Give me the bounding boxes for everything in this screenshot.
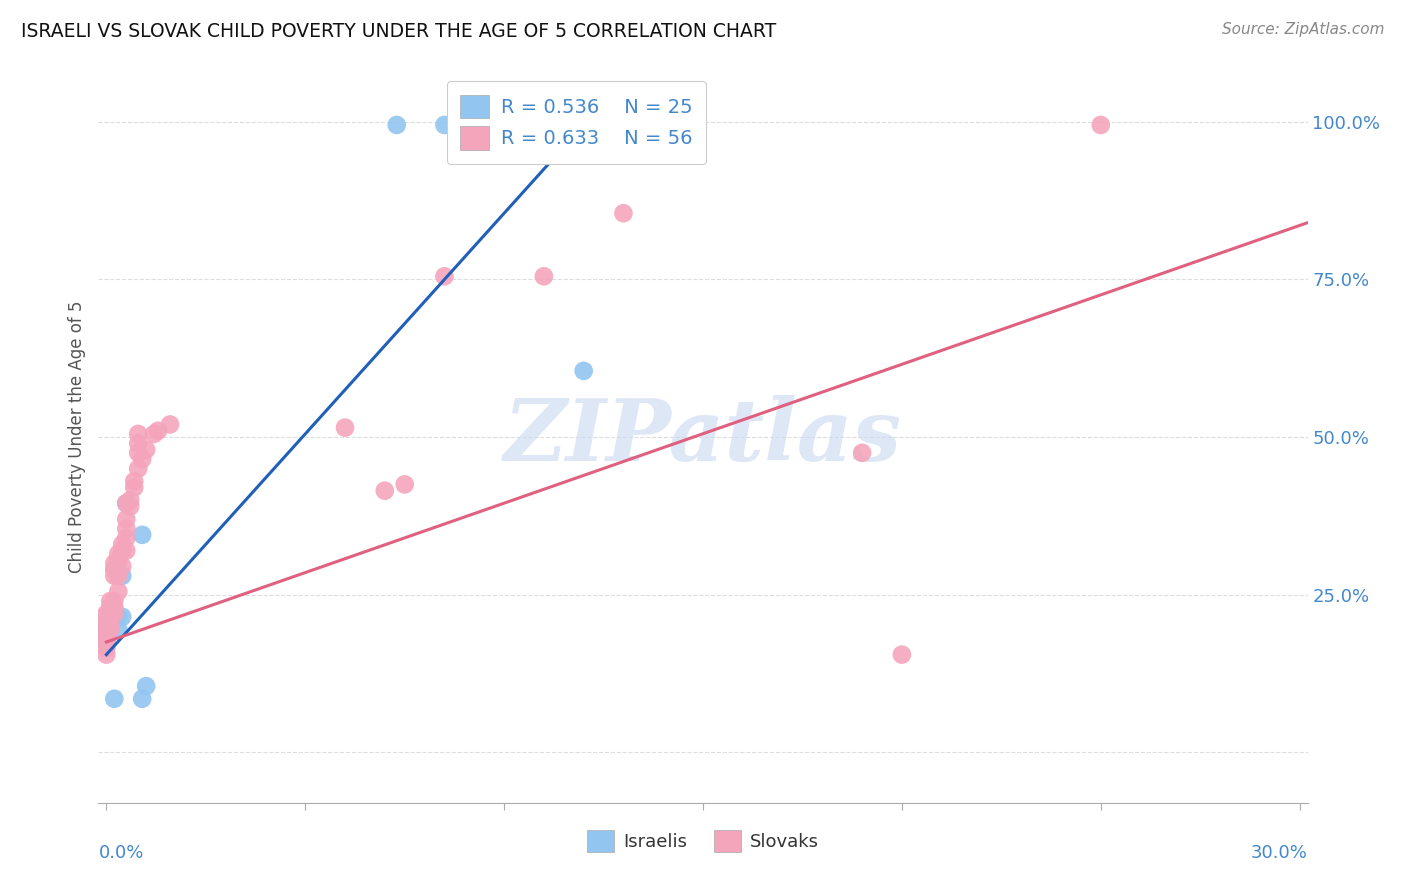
Point xyxy=(1090,118,1112,132)
Point xyxy=(98,607,121,621)
Point xyxy=(107,609,129,624)
Point xyxy=(122,474,145,488)
Point xyxy=(111,543,134,558)
Text: 0.0%: 0.0% xyxy=(98,845,143,863)
Point xyxy=(111,537,134,551)
Point xyxy=(572,364,595,378)
Point xyxy=(96,641,118,656)
Point xyxy=(96,623,118,637)
Point xyxy=(98,600,121,615)
Text: ZIPatlas: ZIPatlas xyxy=(503,395,903,479)
Point xyxy=(107,623,129,637)
Point xyxy=(98,594,121,608)
Point xyxy=(103,607,125,621)
Point xyxy=(98,609,121,624)
Point xyxy=(96,609,118,624)
Text: Source: ZipAtlas.com: Source: ZipAtlas.com xyxy=(1222,22,1385,37)
Point xyxy=(103,607,125,621)
Point xyxy=(851,446,873,460)
Point xyxy=(98,613,121,627)
Point xyxy=(127,461,149,475)
Point xyxy=(96,616,118,631)
Point xyxy=(98,603,121,617)
Point xyxy=(394,477,416,491)
Point xyxy=(131,691,153,706)
Point xyxy=(131,452,153,467)
Point xyxy=(98,619,121,633)
Point xyxy=(103,594,125,608)
Point xyxy=(98,623,121,637)
Point xyxy=(127,446,149,460)
Point xyxy=(107,584,129,599)
Point xyxy=(96,635,118,649)
Point xyxy=(120,500,142,514)
Point xyxy=(135,679,157,693)
Point xyxy=(143,426,166,441)
Point xyxy=(96,629,118,643)
Point xyxy=(103,691,125,706)
Point xyxy=(890,648,912,662)
Point xyxy=(111,609,134,624)
Point xyxy=(131,528,153,542)
Point xyxy=(159,417,181,432)
Point xyxy=(96,648,118,662)
Point xyxy=(433,269,456,284)
Point xyxy=(333,420,356,434)
Point xyxy=(103,609,125,624)
Point xyxy=(107,547,129,561)
Point xyxy=(96,635,118,649)
Point xyxy=(98,616,121,631)
Point xyxy=(612,206,634,220)
Point xyxy=(146,424,169,438)
Point xyxy=(96,629,118,643)
Point xyxy=(96,613,118,627)
Point xyxy=(107,569,129,583)
Point xyxy=(115,543,138,558)
Point xyxy=(135,442,157,457)
Point xyxy=(96,616,118,631)
Point xyxy=(103,562,125,576)
Point xyxy=(96,607,118,621)
Point xyxy=(385,118,408,132)
Point xyxy=(120,493,142,508)
Point xyxy=(115,512,138,526)
Point xyxy=(127,426,149,441)
Point xyxy=(96,609,118,624)
Text: ISRAELI VS SLOVAK CHILD POVERTY UNDER THE AGE OF 5 CORRELATION CHART: ISRAELI VS SLOVAK CHILD POVERTY UNDER TH… xyxy=(21,22,776,41)
Legend: Israelis, Slovaks: Israelis, Slovaks xyxy=(579,823,827,860)
Point xyxy=(103,562,125,576)
Point xyxy=(98,603,121,617)
Point xyxy=(433,118,456,132)
Point xyxy=(127,436,149,450)
Point xyxy=(115,496,138,510)
Point xyxy=(107,553,129,567)
Point xyxy=(374,483,396,498)
Point xyxy=(111,559,134,574)
Point xyxy=(103,556,125,570)
Text: 30.0%: 30.0% xyxy=(1251,845,1308,863)
Y-axis label: Child Poverty Under the Age of 5: Child Poverty Under the Age of 5 xyxy=(67,301,86,574)
Point xyxy=(98,607,121,621)
Point xyxy=(103,600,125,615)
Point xyxy=(111,569,134,583)
Point xyxy=(98,600,121,615)
Point xyxy=(533,269,555,284)
Point xyxy=(96,623,118,637)
Point xyxy=(115,521,138,535)
Point xyxy=(103,569,125,583)
Point xyxy=(115,531,138,545)
Point xyxy=(115,496,138,510)
Point xyxy=(122,481,145,495)
